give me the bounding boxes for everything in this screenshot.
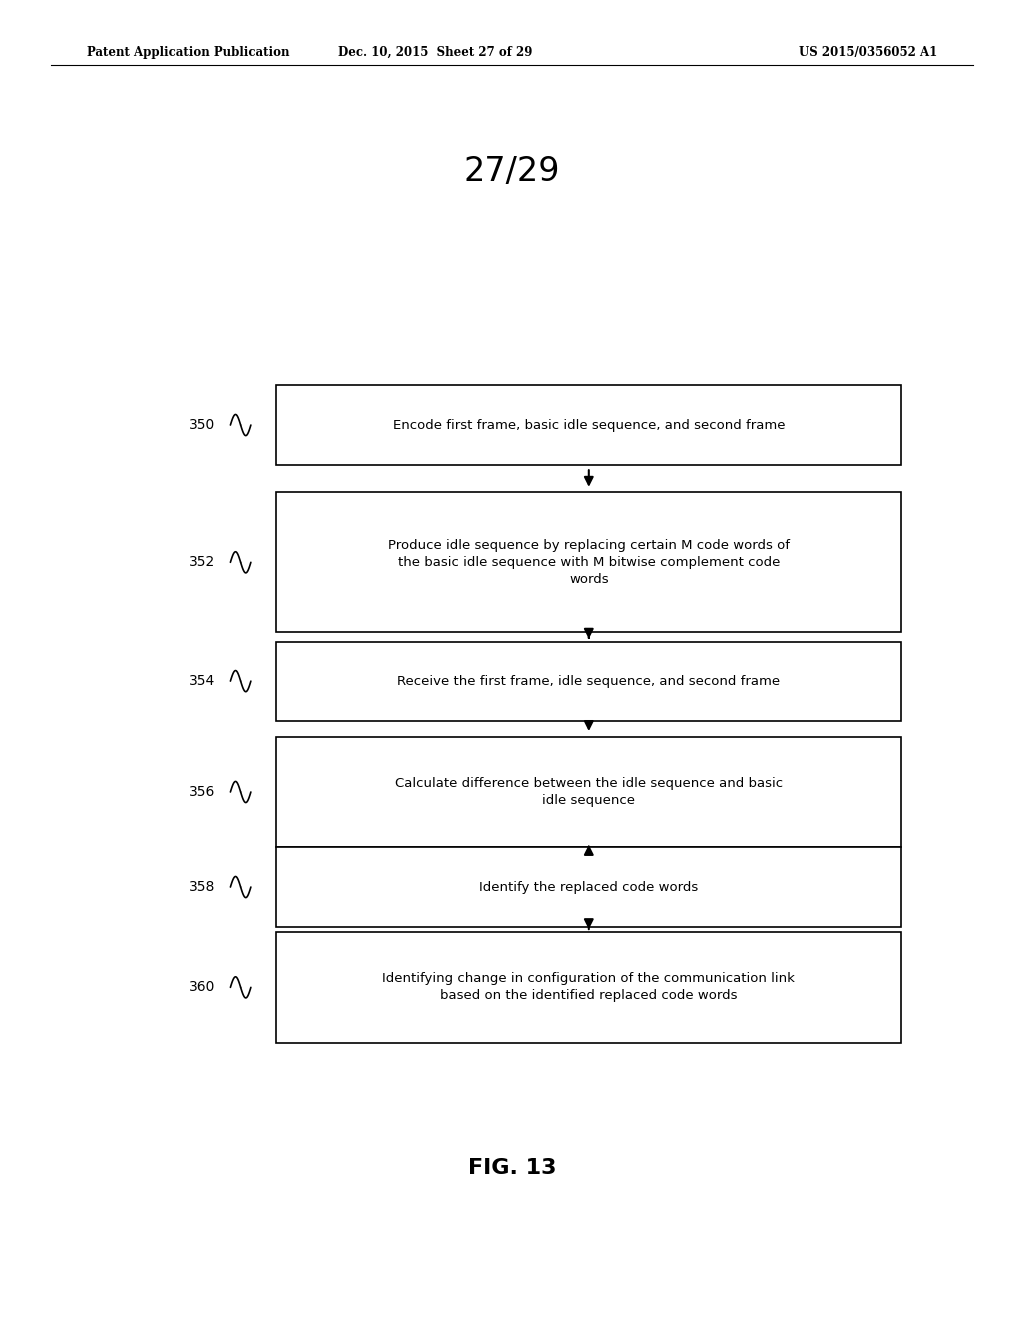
Text: Identify the replaced code words: Identify the replaced code words bbox=[479, 880, 698, 894]
Text: 354: 354 bbox=[188, 675, 215, 688]
Text: 27/29: 27/29 bbox=[464, 154, 560, 187]
Text: Dec. 10, 2015  Sheet 27 of 29: Dec. 10, 2015 Sheet 27 of 29 bbox=[338, 46, 532, 59]
Text: Identifying change in configuration of the communication link
based on the ident: Identifying change in configuration of t… bbox=[382, 973, 796, 1002]
Text: Calculate difference between the idle sequence and basic
idle sequence: Calculate difference between the idle se… bbox=[394, 777, 783, 807]
Text: Produce idle sequence by replacing certain M code words of
the basic idle sequen: Produce idle sequence by replacing certa… bbox=[388, 539, 790, 586]
FancyBboxPatch shape bbox=[276, 847, 901, 927]
Text: 360: 360 bbox=[188, 981, 215, 994]
FancyBboxPatch shape bbox=[276, 385, 901, 465]
FancyBboxPatch shape bbox=[276, 642, 901, 721]
Text: US 2015/0356052 A1: US 2015/0356052 A1 bbox=[799, 46, 937, 59]
FancyBboxPatch shape bbox=[276, 492, 901, 632]
FancyBboxPatch shape bbox=[276, 932, 901, 1043]
Text: 350: 350 bbox=[188, 418, 215, 432]
Text: Receive the first frame, idle sequence, and second frame: Receive the first frame, idle sequence, … bbox=[397, 675, 780, 688]
Text: 352: 352 bbox=[188, 556, 215, 569]
Text: 358: 358 bbox=[188, 880, 215, 894]
Text: Encode first frame, basic idle sequence, and second frame: Encode first frame, basic idle sequence,… bbox=[392, 418, 785, 432]
Text: Patent Application Publication: Patent Application Publication bbox=[87, 46, 290, 59]
Text: FIG. 13: FIG. 13 bbox=[468, 1158, 556, 1179]
Text: 356: 356 bbox=[188, 785, 215, 799]
FancyBboxPatch shape bbox=[276, 737, 901, 847]
